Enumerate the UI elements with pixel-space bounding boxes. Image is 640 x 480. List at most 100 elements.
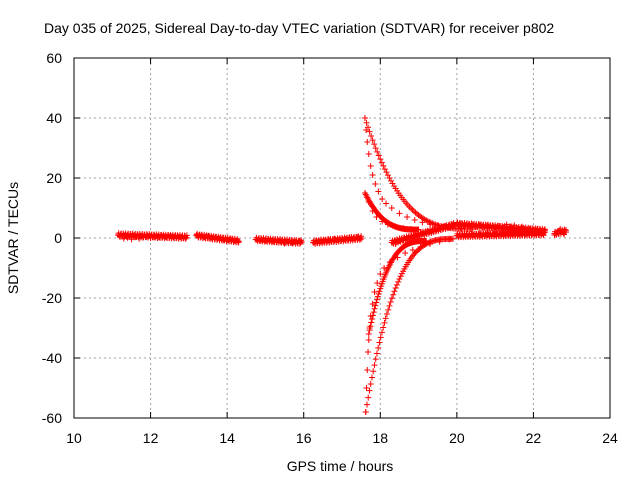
data-point xyxy=(365,199,372,205)
data-point xyxy=(372,145,379,152)
data-point xyxy=(378,159,385,166)
axis-ticks: 10 12 14 16 18 20 22 24 -60 -40 -20 0 20 40 60 xyxy=(42,50,618,446)
data-point xyxy=(376,288,383,295)
data-point xyxy=(258,236,265,243)
data-point xyxy=(379,218,386,225)
data-point xyxy=(415,226,422,233)
data-point xyxy=(208,235,215,242)
data-point xyxy=(373,299,380,306)
x-tick-label: 20 xyxy=(449,430,465,446)
data-point xyxy=(410,208,417,215)
data-point xyxy=(457,221,464,228)
x-axis-label: GPS time / hours xyxy=(287,458,394,474)
data-point xyxy=(526,226,533,232)
data-point xyxy=(561,231,568,238)
data-point xyxy=(376,339,383,346)
data-point xyxy=(363,385,370,391)
data-point xyxy=(370,309,377,316)
data-point xyxy=(227,236,234,243)
data-point xyxy=(395,278,402,285)
data-point xyxy=(346,234,353,241)
data-point xyxy=(178,234,185,241)
data-point xyxy=(396,238,403,244)
data-point xyxy=(381,166,388,173)
data-point xyxy=(461,232,468,238)
data-point xyxy=(369,208,376,214)
x-tick-label: 14 xyxy=(219,430,235,446)
data-point xyxy=(289,240,296,247)
data-point xyxy=(369,315,376,322)
data-point xyxy=(201,234,208,241)
data-point xyxy=(369,137,376,144)
data-point xyxy=(446,236,453,243)
data-point xyxy=(368,374,375,381)
data-point xyxy=(388,177,395,184)
data-point xyxy=(363,119,370,126)
data-point xyxy=(369,172,376,178)
data-point xyxy=(266,237,273,244)
data-point xyxy=(212,234,219,241)
data-point xyxy=(381,319,388,326)
data-point xyxy=(132,234,139,241)
data-point xyxy=(193,232,200,238)
data-point xyxy=(419,230,426,237)
data-point xyxy=(562,227,569,234)
data-point xyxy=(386,302,393,309)
data-point xyxy=(377,285,384,292)
data-point xyxy=(252,236,259,243)
data-point xyxy=(400,237,407,244)
data-point xyxy=(450,221,457,228)
x-tick-label: 22 xyxy=(526,430,542,446)
data-point xyxy=(128,236,135,243)
data-point xyxy=(511,222,518,229)
data-point xyxy=(371,141,378,148)
data-point xyxy=(371,289,378,295)
data-point xyxy=(392,241,399,247)
data-point xyxy=(522,229,529,236)
data-point xyxy=(361,115,368,121)
data-point xyxy=(480,224,487,231)
data-point xyxy=(450,235,457,242)
data-point xyxy=(120,235,127,242)
data-point xyxy=(335,236,342,243)
data-point xyxy=(423,238,430,244)
data-point xyxy=(499,229,506,235)
data-point xyxy=(358,235,365,242)
data-point xyxy=(220,236,227,243)
data-point xyxy=(469,231,476,238)
y-tick-label: 60 xyxy=(46,50,62,66)
data-point xyxy=(427,221,434,228)
data-point xyxy=(390,291,397,298)
data-point xyxy=(423,229,430,235)
data-point xyxy=(365,337,372,343)
data-point xyxy=(379,196,386,202)
data-point xyxy=(377,271,384,277)
data-point xyxy=(394,254,401,261)
data-point xyxy=(469,221,476,228)
data-point xyxy=(375,152,382,159)
data-point xyxy=(281,240,288,247)
data-point xyxy=(159,233,166,240)
data-point xyxy=(530,230,537,237)
data-point xyxy=(381,265,388,271)
data-point xyxy=(374,296,381,303)
data-point xyxy=(321,237,328,244)
data-point xyxy=(384,172,391,179)
data-point xyxy=(139,234,146,241)
data-point xyxy=(534,226,541,232)
data-point xyxy=(434,225,441,232)
data-point xyxy=(124,234,131,241)
data-point xyxy=(442,223,449,229)
data-point xyxy=(369,301,376,307)
data-point xyxy=(476,230,483,237)
data-point xyxy=(361,190,368,196)
data-point xyxy=(366,387,373,394)
data-point xyxy=(365,349,372,355)
data-point xyxy=(411,217,418,223)
data-point xyxy=(136,235,143,242)
data-point xyxy=(409,206,416,213)
data-point xyxy=(383,200,390,207)
data-point xyxy=(380,324,387,331)
data-point xyxy=(365,394,372,401)
